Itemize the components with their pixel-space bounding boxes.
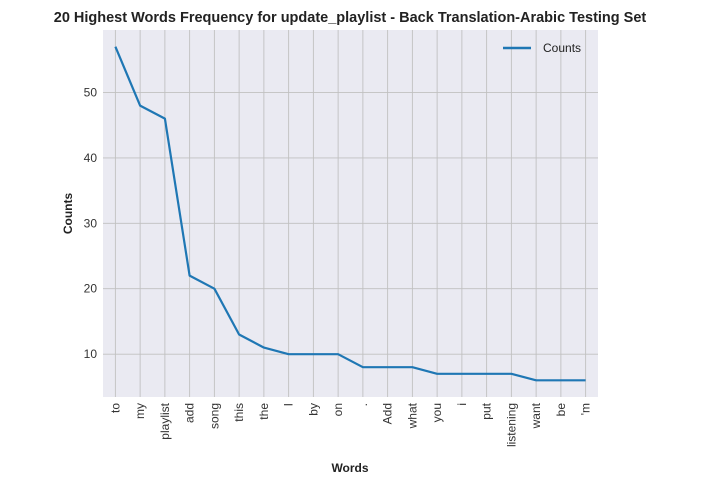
y-tick-label: 40 [84,151,98,165]
series-line-counts [114,46,586,382]
x-tick-label: the [257,403,271,420]
x-tick-label: by [306,403,320,416]
legend-label: Counts [543,41,581,55]
x-axis-label: Words [331,461,368,475]
y-tick-label: 30 [84,216,98,230]
y-tick-label: 20 [84,282,98,296]
x-tick-label: put [480,402,494,419]
x-tick-label: . [356,403,370,406]
x-tick-label: this [232,403,246,422]
y-axis-ticks: 10 20 30 40 50 [84,85,98,361]
x-tick-label: I [282,403,296,406]
x-tick-label: listening [504,403,518,447]
legend: Counts [503,41,581,55]
x-tick-label: 'm [579,403,593,415]
x-tick-label: my [133,403,147,419]
y-tick-label: 10 [84,347,98,361]
x-tick-label: add [183,403,197,423]
x-tick-label: be [554,403,568,417]
x-tick-label: you [430,403,444,422]
x-tick-label: want [529,402,543,429]
chart-title: 20 Highest Words Frequency for update_pl… [54,10,647,26]
grid-lines [103,30,598,397]
x-tick-label: song [207,403,221,429]
x-tick-label: to [108,403,122,413]
y-tick-label: 50 [84,85,98,99]
y-axis-label: Counts [61,193,75,235]
x-tick-label: playlist [158,402,172,439]
plot-area [103,30,598,397]
x-tick-label: i [455,403,469,406]
x-tick-label: Add [381,403,395,424]
x-tick-label: on [331,403,345,416]
x-tick-label: what [405,402,419,429]
